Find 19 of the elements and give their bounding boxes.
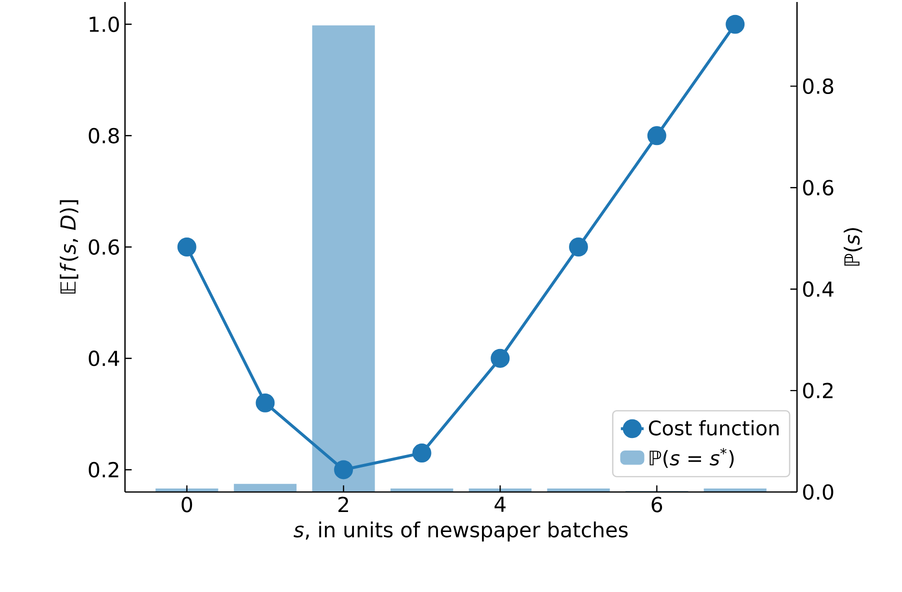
y2-tick-label: 0.0 [803, 484, 834, 500]
legend-label: Cost function [648, 420, 779, 436]
x-tick-label: 4 [494, 496, 506, 512]
x-axis-title: s, in units of newspaper batches [294, 521, 628, 542]
y2-tick-label: 0.8 [803, 78, 834, 94]
y-tick-label: 0.8 [88, 128, 119, 144]
y-tick-label: 1.0 [90, 16, 119, 32]
x-tick-label: 0 [182, 496, 192, 512]
x-tick-label: 2 [338, 496, 348, 512]
x-tick-label: 6 [652, 496, 662, 512]
y2-axis-title: ℙ(s) [844, 228, 862, 266]
y-tick-label: 0.4 [88, 350, 120, 366]
y2-tick-label: 0.4 [803, 281, 834, 297]
y-axis-title: 𝔼[f(s, D)] [60, 200, 78, 294]
y2-tick-label: 0.2 [803, 382, 833, 398]
y-tick-label: 0.6 [88, 239, 119, 255]
y2-tick-label: 0.6 [803, 180, 834, 196]
y-tick-label: 0.2 [88, 462, 118, 478]
legend-label: ℙ(s = s$^{*}$) [650, 448, 734, 468]
